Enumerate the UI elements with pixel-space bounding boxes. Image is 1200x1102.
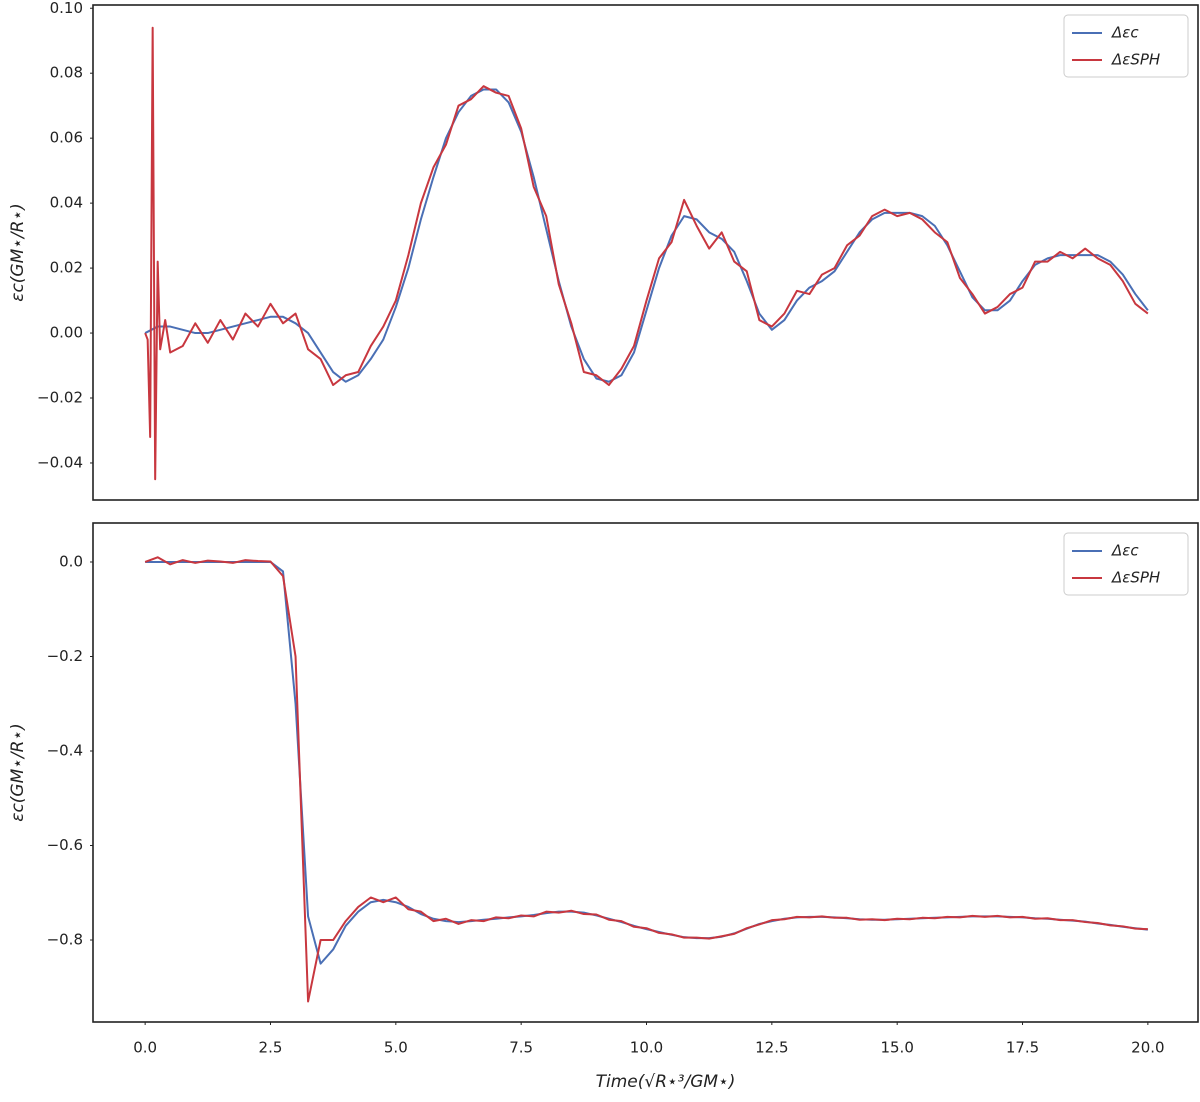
series-line xyxy=(144,88,1149,383)
x-tick-label: 20.0 xyxy=(1131,1039,1164,1057)
legend-box xyxy=(1063,14,1189,78)
legend-label: ΔεSPH xyxy=(1111,569,1160,587)
series-line xyxy=(144,26,1149,481)
x-tick-label: 10.0 xyxy=(630,1039,663,1057)
x-tick-label: 17.5 xyxy=(1006,1039,1039,1057)
y-tick-label: 0.02 xyxy=(50,259,83,277)
y-axis-label: εc(GM⋆/R⋆) xyxy=(8,203,28,301)
y-tick-label: −0.02 xyxy=(37,389,83,407)
x-tick-label: 0.0 xyxy=(133,1039,157,1057)
y-tick-label: −0.2 xyxy=(47,647,83,665)
series-line xyxy=(145,560,1148,965)
x-tick-label: 7.5 xyxy=(509,1039,533,1057)
x-tick-label: 12.5 xyxy=(755,1039,788,1057)
y-tick-label: 0.0 xyxy=(59,552,83,570)
y-tick-label: −0.04 xyxy=(37,453,83,471)
y-tick-label: 0.00 xyxy=(50,324,83,342)
y-tick-label: −0.8 xyxy=(47,931,83,949)
legend-box xyxy=(1063,532,1189,596)
y-tick-label: 0.10 xyxy=(50,0,83,17)
x-tick-label: 15.0 xyxy=(880,1039,913,1057)
legend-label: Δεc xyxy=(1111,24,1139,42)
x-tick-label: 2.5 xyxy=(259,1039,283,1057)
y-tick-label: 0.08 xyxy=(50,64,83,82)
x-tick-label: 5.0 xyxy=(384,1039,408,1057)
legend-label: ΔεSPH xyxy=(1111,51,1160,69)
y-tick-label: −0.6 xyxy=(47,836,83,854)
y-axis-label: εc(GM⋆/R⋆) xyxy=(8,723,28,821)
series-line xyxy=(144,556,1148,1003)
y-tick-label: −0.4 xyxy=(47,741,83,759)
y-tick-label: 0.06 xyxy=(50,129,83,147)
x-axis-label: Time(√R⋆³/GM⋆) xyxy=(596,1072,736,1092)
plot-frame xyxy=(92,4,1199,501)
plot-frame xyxy=(92,522,1199,1023)
y-tick-label: 0.04 xyxy=(50,194,83,212)
legend-label: Δεc xyxy=(1111,542,1139,560)
